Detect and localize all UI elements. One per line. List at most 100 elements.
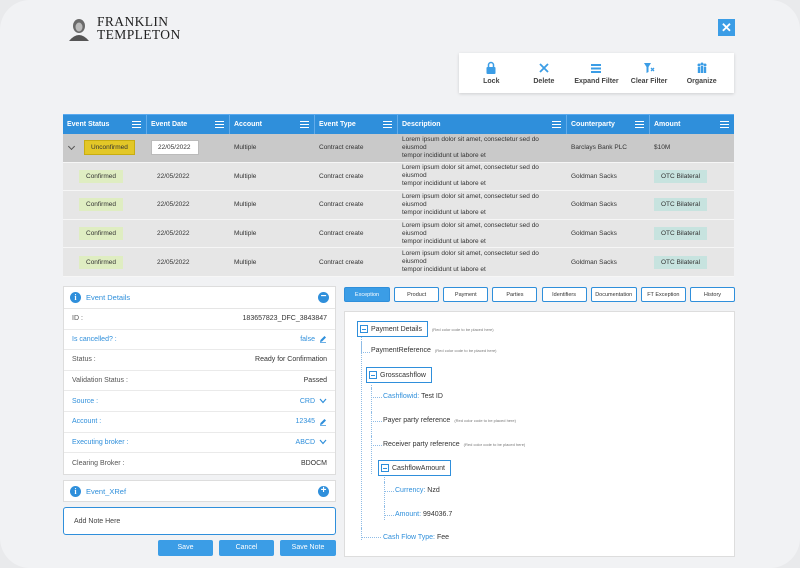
field-executing-broker: Executing broker : ABCD bbox=[64, 433, 335, 454]
column-menu-icon[interactable] bbox=[215, 121, 224, 128]
column-header-event-type[interactable]: Event Type bbox=[315, 115, 398, 134]
tab-payment[interactable]: Payment bbox=[443, 287, 489, 302]
tab-identifiers[interactable]: Identifiers bbox=[541, 287, 587, 302]
amount-badge: OTC Bilateral bbox=[654, 227, 708, 241]
tab-exception[interactable]: Exception bbox=[344, 287, 390, 302]
tree-node-payment-details[interactable]: Payment Details (Red color code to be pl… bbox=[357, 321, 494, 337]
description-cell: Lorem ipsum dolor sit amet, consectetur … bbox=[398, 191, 567, 219]
column-header-account[interactable]: Account bbox=[230, 115, 315, 134]
event-details-header: i Event Details − bbox=[64, 287, 335, 309]
description-line: tempor incididunt ut labore et bbox=[402, 180, 486, 188]
brand-line-1: FRANKLIN bbox=[97, 14, 169, 29]
node-label: Receiver party reference bbox=[383, 441, 460, 448]
amount-cell: OTC Bilateral bbox=[650, 191, 734, 219]
field-value-editable[interactable]: 12345 bbox=[296, 418, 327, 426]
field-clearing-broker: Clearing Broker : BDOCM bbox=[64, 453, 335, 474]
note-input[interactable]: Add Note Here bbox=[63, 507, 336, 535]
tree-node-payment-reference[interactable]: PaymentReference (Red color code to be p… bbox=[371, 347, 497, 354]
tab-history[interactable]: History bbox=[689, 287, 735, 302]
close-button[interactable]: ✕ bbox=[718, 19, 735, 36]
tab-documentation[interactable]: Documentation bbox=[590, 287, 637, 302]
column-menu-icon[interactable] bbox=[552, 121, 561, 128]
node-label: CashflowAmount bbox=[392, 464, 445, 472]
column-header-amount[interactable]: Amount bbox=[650, 115, 734, 134]
field-value: false bbox=[300, 335, 315, 343]
table-row[interactable]: Confirmed 22/05/2022 Multiple Contract c… bbox=[63, 191, 734, 220]
column-label: Event Status bbox=[67, 121, 110, 128]
counterparty-cell: Barclays Bank PLC bbox=[571, 144, 627, 152]
amount-cell: OTC Bilateral bbox=[650, 163, 734, 191]
event-date-input[interactable]: 22/05/2022 bbox=[151, 140, 199, 156]
tab-ft-exception[interactable]: FT Exception bbox=[640, 287, 686, 302]
node-label: PaymentReference bbox=[371, 347, 431, 354]
description-cell: Lorem ipsum dolor sit amet, consectetur … bbox=[398, 220, 567, 248]
table-row[interactable]: Confirmed 22/05/2022 Multiple Contract c… bbox=[63, 248, 734, 277]
column-menu-icon[interactable] bbox=[635, 121, 644, 128]
collapse-icon[interactable]: − bbox=[318, 292, 329, 303]
pencil-icon[interactable] bbox=[319, 335, 327, 344]
executing-broker-select[interactable]: ABCD bbox=[296, 439, 327, 446]
event-details-panel: i Event Details − ID : 183657823_DFC_38438… bbox=[63, 286, 336, 475]
table-row[interactable]: Unconfirmed 22/05/2022 Multiple Contract… bbox=[63, 134, 734, 163]
tab-product[interactable]: Product bbox=[394, 287, 440, 302]
delete-button[interactable]: Delete bbox=[518, 61, 570, 85]
column-menu-icon[interactable] bbox=[383, 121, 392, 128]
column-menu-icon[interactable] bbox=[720, 121, 729, 128]
column-header-description[interactable]: Description bbox=[398, 115, 567, 134]
column-header-counterparty[interactable]: Counterparty bbox=[567, 115, 650, 134]
description-line: Lorem ipsum dolor sit amet, consectetur … bbox=[402, 164, 539, 180]
lock-button[interactable]: Lock bbox=[465, 61, 517, 85]
column-header-event-date[interactable]: Event Date bbox=[147, 115, 230, 134]
status-cell: Confirmed bbox=[63, 163, 147, 191]
tree-node-receiver[interactable]: Receiver party reference (Red color code… bbox=[383, 441, 525, 448]
event-type-cell: Contract create bbox=[319, 258, 364, 266]
tree-connector bbox=[371, 412, 382, 422]
tree-node-currency: Currency: Nzd bbox=[395, 487, 440, 494]
table-row[interactable]: Confirmed 22/05/2022 Multiple Contract c… bbox=[63, 162, 734, 192]
date-cell: 22/05/2022 bbox=[157, 258, 190, 266]
expand-filter-button[interactable]: Expand Filter bbox=[570, 61, 622, 85]
payment-tree-panel: Payment Details (Red color code to be pl… bbox=[344, 311, 735, 557]
description-line: Lorem ipsum dolor sit amet, consectetur … bbox=[402, 221, 539, 237]
description-line: tempor incididunt ut labore et bbox=[402, 151, 486, 159]
franklin-templeton-logo: FRANKLIN TEMPLETON bbox=[66, 14, 181, 42]
tree-node-payer[interactable]: Payer party reference (Red color code to… bbox=[383, 417, 516, 424]
field-value-editable[interactable]: false bbox=[300, 335, 327, 344]
table-row[interactable]: Confirmed 22/05/2022 Multiple Contract c… bbox=[63, 219, 734, 249]
tree-node-grosscashflow[interactable]: Grosscashflow bbox=[366, 367, 432, 383]
counterparty-cell: Goldman Sacks bbox=[571, 258, 617, 266]
column-menu-icon[interactable] bbox=[132, 121, 141, 128]
delete-label: Delete bbox=[533, 78, 555, 85]
save-button[interactable]: Save bbox=[158, 540, 213, 556]
collapse-node-icon[interactable] bbox=[360, 325, 368, 333]
collapse-node-icon[interactable] bbox=[381, 464, 389, 472]
tree-node-amount: Amount: 994036.7 bbox=[395, 511, 452, 518]
tree-node-cashflow-amount[interactable]: CashflowAmount bbox=[378, 460, 451, 476]
table-header: Event Status Event Date Account Event Ty… bbox=[63, 114, 734, 134]
source-select[interactable]: CRD bbox=[300, 398, 327, 405]
column-label: Event Date bbox=[151, 121, 188, 128]
collapse-node-icon[interactable] bbox=[369, 371, 377, 379]
column-label: Description bbox=[402, 121, 441, 128]
chevron-down-icon[interactable] bbox=[67, 142, 76, 150]
brand-line-2: TEMPLETON bbox=[97, 26, 181, 42]
status-badge: Confirmed bbox=[79, 198, 123, 212]
account-cell: Multiple bbox=[234, 172, 257, 180]
pencil-icon[interactable] bbox=[319, 418, 327, 426]
column-header-event-status[interactable]: Event Status bbox=[63, 115, 147, 134]
cancel-button[interactable]: Cancel bbox=[219, 540, 274, 556]
clear-filter-button[interactable]: Clear Filter bbox=[623, 61, 675, 85]
description-line: Lorem ipsum dolor sit amet, consectetur … bbox=[402, 192, 539, 208]
tab-parties[interactable]: Parties bbox=[492, 287, 538, 302]
column-menu-icon[interactable] bbox=[300, 121, 309, 128]
organize-button[interactable]: Organize bbox=[676, 61, 728, 85]
field-value: 12345 bbox=[295, 418, 315, 426]
save-note-button[interactable]: Save Note bbox=[280, 540, 336, 556]
expand-icon[interactable]: + bbox=[318, 485, 329, 497]
amount-cell: OTC Bilateral bbox=[650, 248, 734, 276]
field-value: Passed bbox=[303, 377, 327, 385]
description-cell: Lorem ipsum dolor sit amet, consectetur … bbox=[398, 163, 567, 191]
status-badge: Confirmed bbox=[79, 169, 123, 183]
event-type-cell: Contract create bbox=[319, 144, 364, 152]
event-xref-panel[interactable]: i Event_XRef + bbox=[63, 480, 336, 502]
